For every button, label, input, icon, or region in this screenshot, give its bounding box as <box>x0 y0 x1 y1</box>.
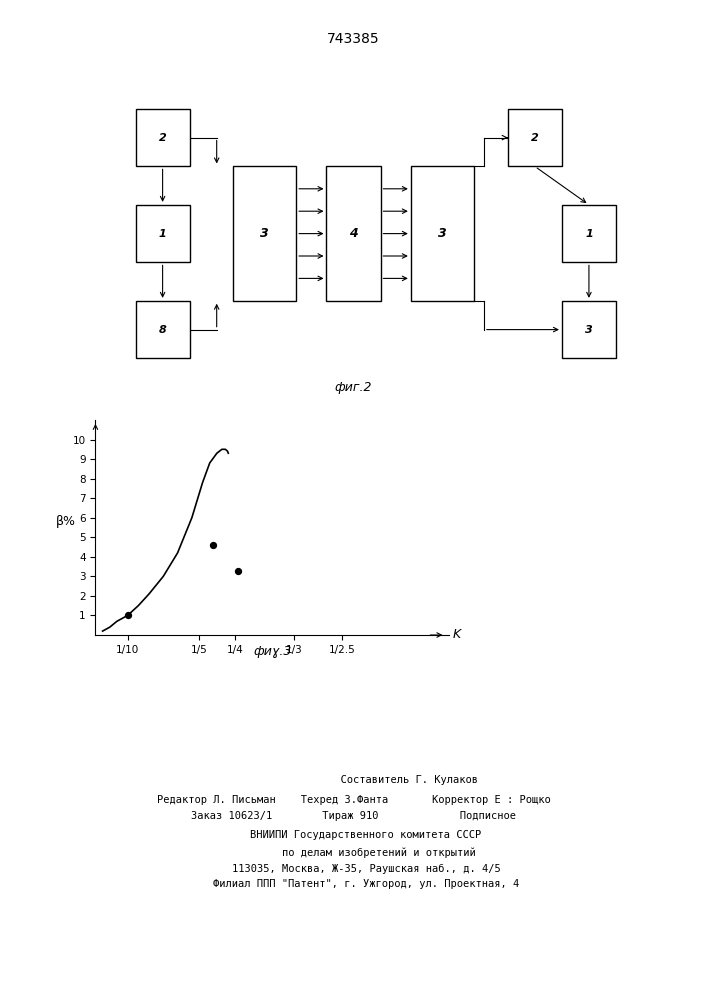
Text: 1: 1 <box>585 229 592 239</box>
Point <box>122 607 133 623</box>
FancyBboxPatch shape <box>562 301 616 358</box>
Text: фиг.2: фиг.2 <box>334 381 373 394</box>
FancyBboxPatch shape <box>136 109 189 166</box>
Point <box>233 562 244 578</box>
Text: Филиал ППП "Патент", г. Ужгород, ул. Проектная, 4: Филиал ППП "Патент", г. Ужгород, ул. Про… <box>188 879 519 889</box>
Text: 743385: 743385 <box>327 32 380 46</box>
FancyBboxPatch shape <box>136 205 189 262</box>
Y-axis label: β%: β% <box>56 514 76 528</box>
FancyBboxPatch shape <box>562 205 616 262</box>
Text: 1: 1 <box>159 229 166 239</box>
FancyBboxPatch shape <box>411 166 474 301</box>
FancyBboxPatch shape <box>508 109 562 166</box>
FancyBboxPatch shape <box>233 166 296 301</box>
Text: 4: 4 <box>349 227 358 240</box>
Text: Редактор Л. Письман    Техред 3.Фанта       Корректор Е : Рощко: Редактор Л. Письман Техред 3.Фанта Корре… <box>157 795 550 805</box>
FancyBboxPatch shape <box>136 301 189 358</box>
Text: Заказ 10623/1        Тираж 910             Подписное: Заказ 10623/1 Тираж 910 Подписное <box>191 811 516 821</box>
Text: 3: 3 <box>438 227 447 240</box>
Text: фиɣ.3: фиɣ.3 <box>253 645 291 658</box>
Text: 3: 3 <box>260 227 269 240</box>
Text: 3: 3 <box>585 325 592 335</box>
Text: 2: 2 <box>531 133 539 143</box>
Text: по делам изобретений и открытий: по делам изобретений и открытий <box>232 847 475 857</box>
Point <box>208 537 219 553</box>
Text: K: K <box>452 629 461 642</box>
Text: 8: 8 <box>159 325 166 335</box>
Text: 2: 2 <box>159 133 166 143</box>
Text: 113035, Москва, Ж-35, Раушская наб., д. 4/5: 113035, Москва, Ж-35, Раушская наб., д. … <box>206 864 501 874</box>
Text: ВНИИПИ Государственного комитета СССР: ВНИИПИ Государственного комитета СССР <box>226 830 481 840</box>
FancyBboxPatch shape <box>327 166 380 301</box>
Text: Составитель Г. Кулаков: Составитель Г. Кулаков <box>228 775 479 785</box>
